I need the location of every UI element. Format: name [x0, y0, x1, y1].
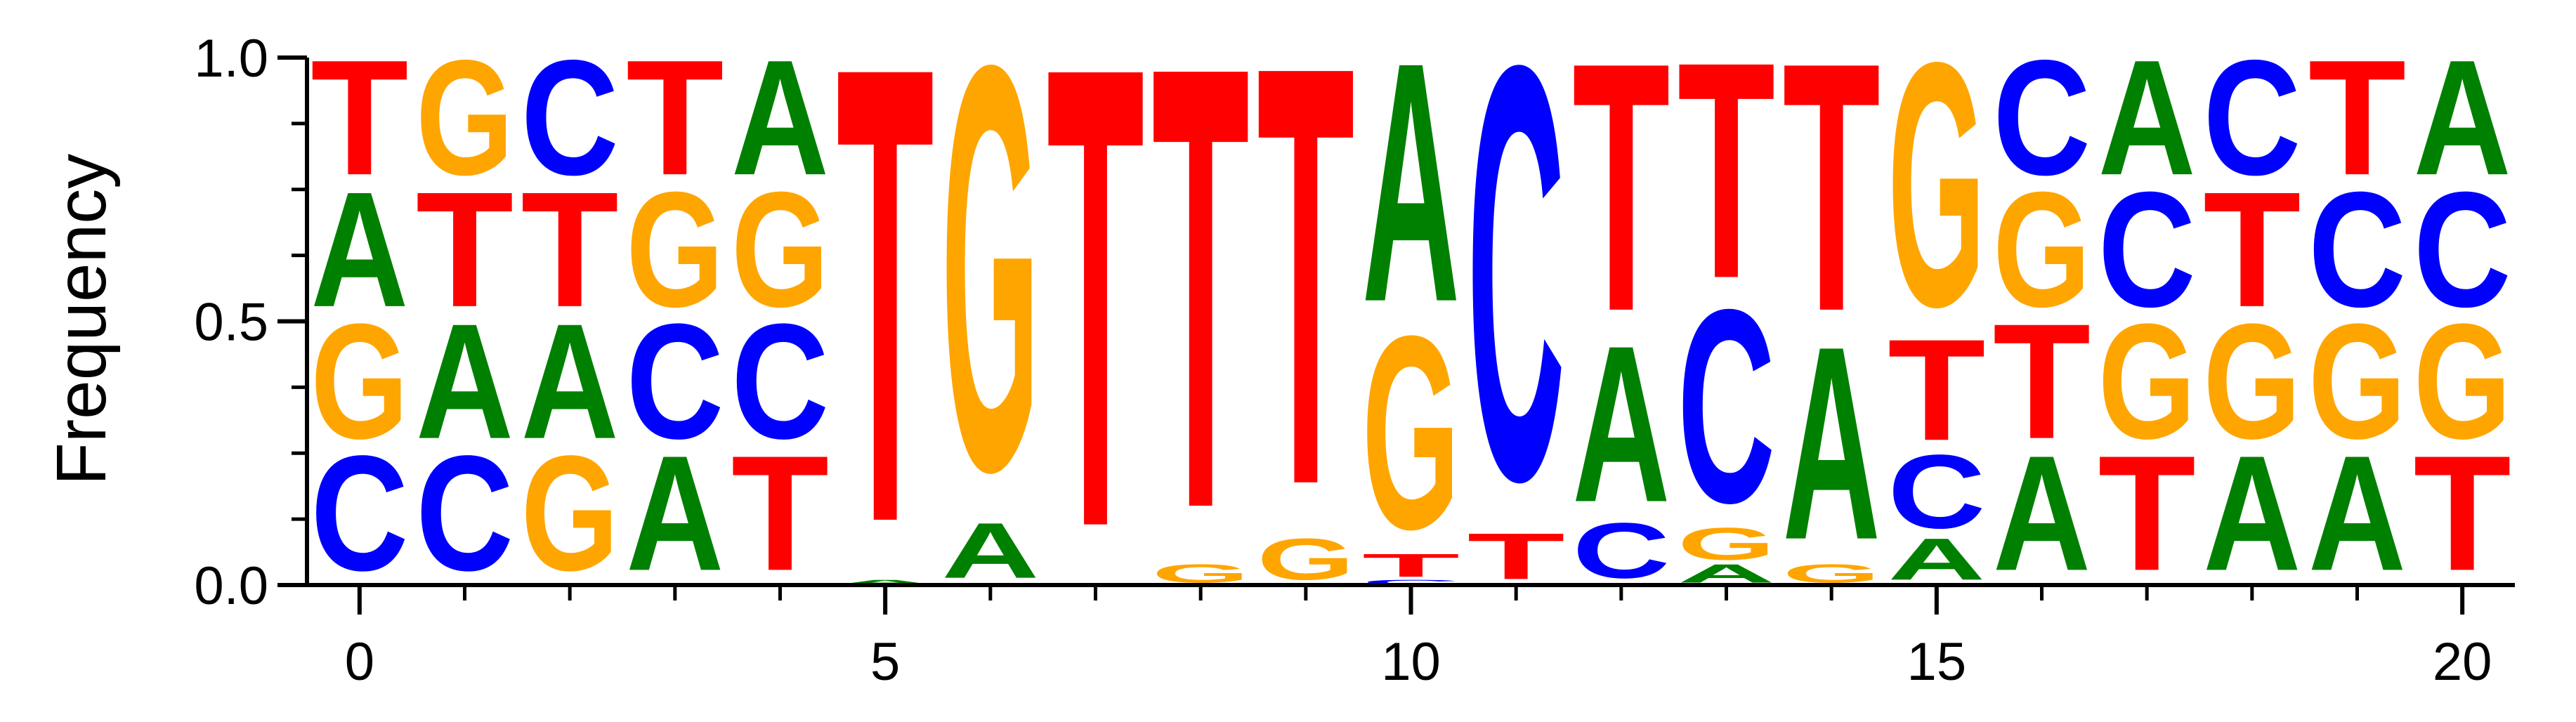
logo-glyph-C-pos-18: C	[2203, 27, 2301, 210]
logo-glyph-G-pos-9: G	[1257, 526, 1354, 593]
logo-glyph-T-pos-18: T	[2203, 157, 2301, 341]
logo-glyph-A-pos-0: A	[310, 158, 408, 341]
logo-glyph-A-pos-6: A	[941, 507, 1039, 595]
y-axis-label: Frequency	[42, 154, 121, 485]
logo-glyph-A-pos-20: A	[2414, 27, 2511, 210]
logo-glyph-T-pos-0: T	[310, 25, 408, 209]
logo-glyph-T-pos-9: T	[1257, 0, 1354, 610]
logo-glyph-C-pos-12: C	[1572, 507, 1670, 595]
logo-glyph-T-pos-16: T	[1993, 289, 2091, 473]
logo-glyph-G-pos-16: G	[1993, 159, 2091, 342]
logo-glyph-T-pos-12: T	[1572, 0, 1670, 386]
logo-glyph-A-pos-18: A	[2203, 422, 2301, 605]
logo-glyph-G-pos-3: G	[626, 159, 724, 342]
logo-glyph-C-pos-15: C	[1888, 433, 1985, 550]
x-tick-label: 20	[2433, 632, 2492, 692]
x-tick-label: 0	[345, 632, 374, 692]
logo-glyph-G-pos-15: G	[1888, 0, 1985, 379]
logo-glyph-T-pos-11: T	[1467, 519, 1565, 593]
logo-glyph-A-pos-19: A	[2308, 422, 2406, 605]
logo-glyph-A-pos-10: A	[1362, 0, 1460, 373]
logo-glyph-G-pos-0: G	[310, 291, 408, 474]
logo-glyph-C-pos-2: C	[521, 27, 619, 210]
logo-glyph-T-pos-3: T	[626, 25, 724, 209]
logo-glyph-G-pos-4: G	[731, 159, 829, 342]
logo-glyph-G-pos-18: G	[2203, 291, 2301, 474]
logo-glyph-G-pos-2: G	[521, 422, 619, 605]
logo-glyph-C-pos-10: C	[1362, 579, 1460, 586]
logo-glyph-T-pos-5: T	[837, 0, 934, 657]
logo-glyph-A-pos-4: A	[731, 27, 829, 210]
logo-glyph-A-pos-3: A	[626, 422, 724, 605]
x-tick-label: 5	[870, 632, 900, 692]
logo-glyph-G-pos-19: G	[2308, 291, 2406, 474]
logo-glyph-G-pos-1: G	[416, 27, 514, 210]
logo-glyph-A-pos-17: A	[2098, 27, 2196, 210]
logo-glyph-G-pos-17: G	[2098, 291, 2196, 474]
logo-glyph-C-pos-20: C	[2414, 158, 2511, 341]
logo-glyph-C-pos-11: C	[1467, 0, 1565, 603]
logo-glyph-C-pos-4: C	[731, 290, 829, 473]
y-tick-label: 0.5	[194, 293, 268, 353]
logo-glyph-T-pos-15: T	[1888, 309, 1985, 471]
logo-glyph-C-pos-3: C	[626, 290, 724, 473]
logo-glyph-T-pos-13: T	[1678, 0, 1775, 343]
logo-glyph-T-pos-7: T	[1047, 0, 1144, 664]
x-tick-label: 10	[1381, 632, 1441, 692]
logo-glyph-G-pos-10: G	[1362, 278, 1460, 586]
logo-glyph-C-pos-16: C	[1993, 27, 2091, 210]
logo-glyph-T-pos-1: T	[416, 157, 514, 341]
logo-glyph-A-pos-16: A	[1993, 422, 2091, 605]
logo-glyph-G-pos-20: G	[2414, 291, 2511, 474]
logo-glyph-T-pos-14: T	[1783, 0, 1881, 386]
logo-glyph-A-pos-2: A	[521, 290, 619, 473]
logo-glyph-T-pos-20: T	[2414, 421, 2511, 605]
logo-glyph-C-pos-19: C	[2308, 158, 2406, 341]
logo-glyph-A-pos-12: A	[1572, 299, 1670, 549]
y-tick-label: 1.0	[194, 29, 268, 88]
logo-glyph-T-pos-17: T	[2098, 421, 2196, 605]
tick-layer: 0.0 0.5 1.0 0 5 10 15 20	[194, 29, 2492, 692]
logo-glyph-C-pos-17: C	[2098, 158, 2196, 341]
logo-glyph-G-pos-6: G	[941, 0, 1039, 591]
logo-glyph-T-pos-2: T	[521, 157, 619, 341]
logo-glyph-A-pos-15: A	[1888, 526, 1985, 593]
logo-glyph-G-pos-13: G	[1678, 518, 1775, 570]
logo-glyph-C-pos-1: C	[416, 422, 514, 605]
logo-glyph-T-pos-10: T	[1362, 547, 1460, 584]
logo-glyph-C-pos-0: C	[310, 422, 408, 605]
logo-glyph-A-pos-5: A	[837, 579, 934, 586]
logo-glyph-C-pos-13: C	[1678, 252, 1775, 560]
logo-glyph-T-pos-8: T	[1152, 0, 1250, 640]
logo-glyph-A-pos-14: A	[1783, 289, 1881, 597]
x-tick-label: 15	[1907, 632, 1967, 692]
y-tick-label: 0.0	[194, 556, 268, 616]
logo-glyph-A-pos-1: A	[416, 290, 514, 473]
logo-glyph-T-pos-19: T	[2308, 25, 2406, 209]
logo-glyph-T-pos-4: T	[731, 421, 829, 605]
